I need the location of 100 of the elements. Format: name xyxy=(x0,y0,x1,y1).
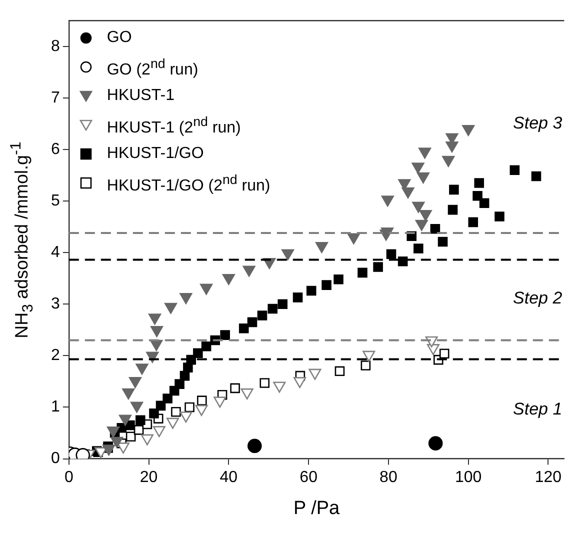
annotation: Step 2 xyxy=(513,288,563,308)
point xyxy=(334,274,344,284)
y-tick-label: 2 xyxy=(50,347,60,364)
point xyxy=(134,425,144,435)
point xyxy=(136,415,146,426)
x-tick-label: 20 xyxy=(140,468,158,486)
point xyxy=(412,202,425,213)
point xyxy=(360,360,371,370)
point xyxy=(171,406,181,417)
y-tick-label: 8 xyxy=(50,38,60,55)
point xyxy=(242,266,256,277)
point xyxy=(414,244,424,254)
point xyxy=(118,414,132,426)
point xyxy=(195,404,208,416)
x-tick-label: 120 xyxy=(534,468,562,486)
legend-label: HKUST-1 xyxy=(106,86,174,106)
point xyxy=(402,187,414,198)
point xyxy=(438,236,448,247)
point xyxy=(531,171,542,182)
point xyxy=(257,310,268,320)
point xyxy=(292,292,303,302)
point xyxy=(306,286,316,296)
point xyxy=(278,299,288,310)
point xyxy=(247,438,262,454)
legend-label: HKUST-1 (2$^{nd}$ run) xyxy=(106,112,241,138)
point xyxy=(247,317,258,328)
point xyxy=(362,350,376,362)
point xyxy=(347,233,360,244)
point xyxy=(273,382,286,393)
point xyxy=(238,323,249,334)
point xyxy=(102,444,116,456)
point xyxy=(510,165,520,175)
point xyxy=(386,249,396,260)
y-tick-label: 1 xyxy=(50,398,60,416)
point xyxy=(308,368,322,380)
x-tick-label: 80 xyxy=(380,468,398,486)
legend-label: HKUST-1/GO xyxy=(106,144,204,164)
point xyxy=(462,124,475,136)
legend-label: GO xyxy=(106,28,132,48)
point xyxy=(448,204,458,215)
point xyxy=(381,196,394,207)
point xyxy=(200,284,213,295)
point xyxy=(358,268,368,278)
point xyxy=(268,304,278,314)
legend-label: HKUST-1/GO (2$^{nd}$ run) xyxy=(106,171,270,197)
point xyxy=(322,280,332,290)
point xyxy=(197,396,207,406)
point xyxy=(130,402,144,413)
point xyxy=(126,432,136,442)
point xyxy=(416,172,430,184)
point xyxy=(474,178,484,188)
point xyxy=(164,302,178,314)
x-tick-label: 60 xyxy=(300,468,318,486)
point xyxy=(148,314,162,325)
y-tick-label: 6 xyxy=(50,140,60,158)
point xyxy=(174,379,184,389)
point xyxy=(428,436,443,450)
point xyxy=(106,426,120,438)
point xyxy=(373,262,383,272)
annotation: Step 3 xyxy=(513,113,563,132)
legend-label: GO (2$^{nd}$ run) xyxy=(106,54,198,80)
point xyxy=(479,198,490,208)
point xyxy=(494,212,504,222)
point xyxy=(222,274,235,285)
point xyxy=(201,342,212,352)
point xyxy=(183,362,193,372)
x-axis-title: P /Pa xyxy=(292,498,341,520)
point xyxy=(166,418,180,429)
point xyxy=(315,242,328,254)
point xyxy=(439,348,450,359)
point xyxy=(152,426,166,438)
point xyxy=(122,388,135,400)
point xyxy=(472,190,482,201)
y-tick-label: 0 xyxy=(50,450,60,468)
point xyxy=(293,377,306,388)
y-tick-label: 7 xyxy=(50,89,60,106)
point xyxy=(282,249,294,260)
point xyxy=(240,388,254,400)
y-tick-label: 4 xyxy=(50,244,60,261)
point xyxy=(418,148,432,159)
point xyxy=(230,383,240,394)
point xyxy=(136,364,148,375)
y-tick-label: 5 xyxy=(50,192,60,210)
point xyxy=(162,394,172,404)
point xyxy=(260,378,270,388)
x-tick-label: 40 xyxy=(220,468,238,486)
y-tick-label: 3 xyxy=(50,296,60,313)
point xyxy=(446,141,458,153)
point xyxy=(150,340,163,351)
point xyxy=(442,156,455,167)
point xyxy=(193,348,203,358)
point xyxy=(220,330,230,340)
point xyxy=(149,408,159,418)
point xyxy=(110,436,124,448)
x-tick-label: 100 xyxy=(454,468,482,486)
point xyxy=(468,217,478,228)
point xyxy=(180,412,192,423)
annotation: Step 1 xyxy=(513,399,562,418)
point xyxy=(128,377,142,388)
point xyxy=(449,184,459,195)
